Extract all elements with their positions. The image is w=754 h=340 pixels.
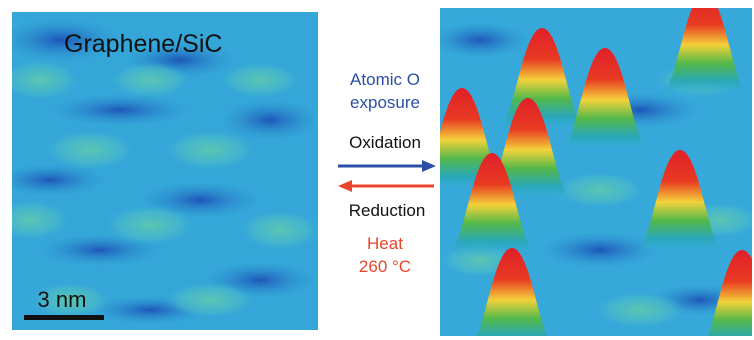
condition: Atomic O [350,70,420,89]
right-image [416,0,754,340]
scale-bar-label: 3 nm [38,287,87,312]
middle-labels: Atomic O exposure Oxidation Reduction He… [338,70,436,276]
process: Oxidation [349,133,421,152]
panel-label: Graphene/SiC [64,30,222,58]
arrow-head [338,180,352,192]
left-image: Graphene/SiC 3 nm [0,12,320,330]
page: Graphene/SiC 3 nm Atomic O exposure Oxid… [0,0,754,340]
scale-bar [24,315,104,320]
process: Reduction [349,201,426,220]
arrow-head [422,160,436,172]
figure: Graphene/SiC 3 nm Atomic O exposure Oxid… [0,0,754,340]
condition: exposure [350,93,420,112]
condition: Heat [367,234,403,253]
condition: 260 °C [359,257,411,276]
